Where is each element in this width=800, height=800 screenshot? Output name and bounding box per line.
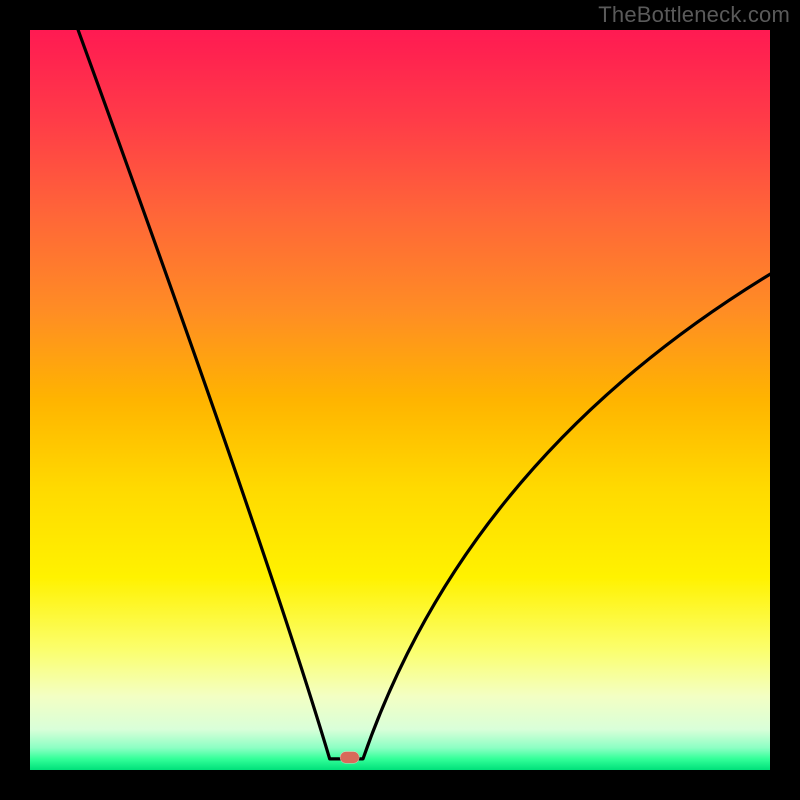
bottleneck-curve-chart [30,30,770,770]
watermark-text: TheBottleneck.com [598,2,790,28]
optimal-point-marker [340,752,359,764]
chart-plot-area [30,30,770,770]
chart-background [30,30,770,770]
